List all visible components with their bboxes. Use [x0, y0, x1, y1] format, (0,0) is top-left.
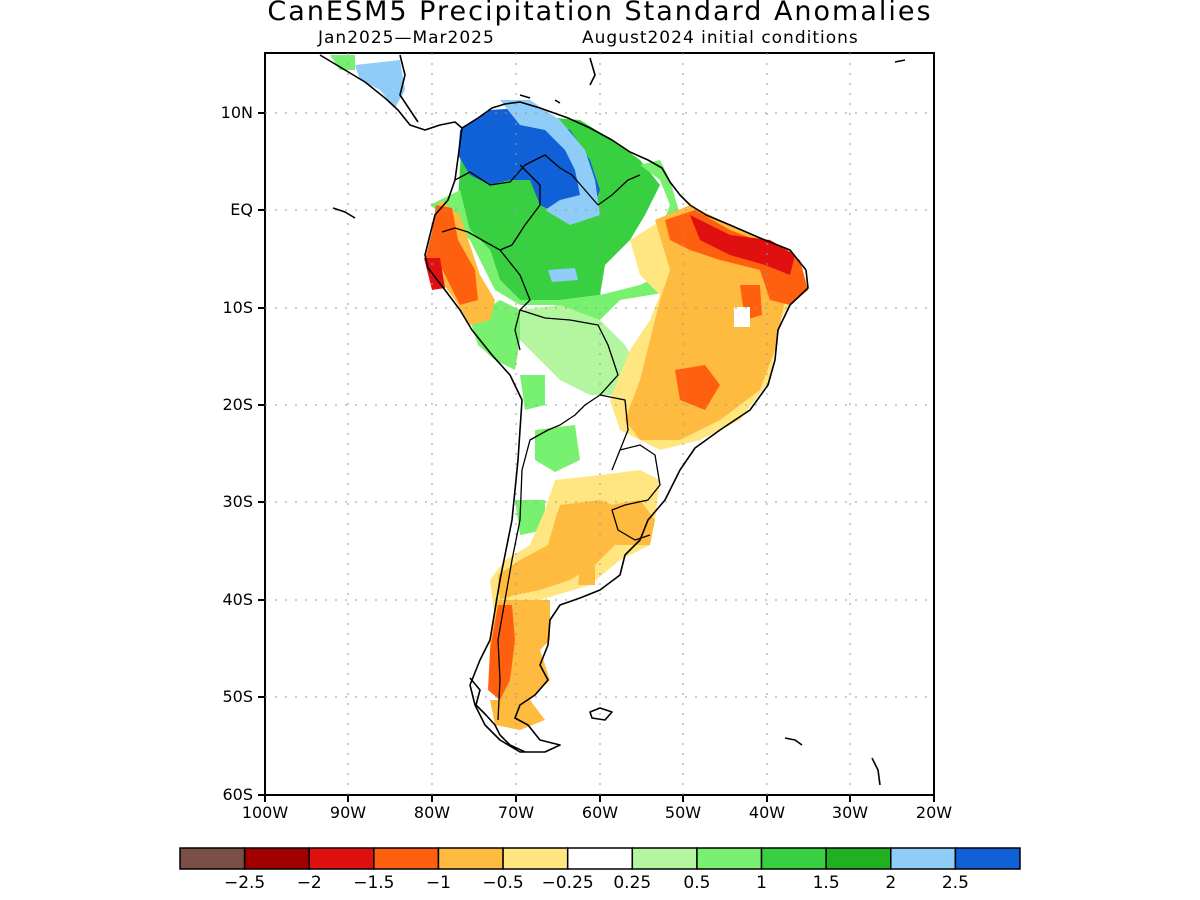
country-borders — [441, 154, 661, 721]
colorbar-swatch-11 — [890, 847, 957, 870]
colorbar-label-11: 2.5 — [941, 873, 969, 893]
lon-label-100w: 100W — [241, 803, 289, 822]
lon-label-20w: 20W — [915, 803, 953, 822]
lon-label-90w: 90W — [329, 803, 367, 822]
colorbar-swatch-4 — [437, 847, 504, 870]
colorbar-label-0: −2.5 — [223, 873, 266, 893]
colorbar-swatch-7 — [631, 847, 698, 870]
sandwich-islands — [871, 757, 881, 786]
grid-lines — [265, 53, 934, 795]
initial-conditions: August2024 initial conditions — [582, 28, 859, 48]
lon-label-60w: 60W — [581, 803, 619, 822]
colorbar-swatch-0 — [179, 847, 246, 870]
falkland-islands — [589, 707, 613, 721]
colorbar-label-3: −1 — [425, 873, 451, 893]
colorbar-swatch-6 — [566, 847, 634, 870]
lon-label-70w: 70W — [497, 803, 535, 822]
colorbar-label-7: 0.5 — [683, 873, 711, 893]
lat-label-30s: 30S — [222, 492, 253, 511]
lat-label-20s: 20S — [222, 395, 253, 414]
colorbar — [179, 847, 1021, 870]
lat-label-60s: 60S — [222, 785, 253, 804]
caribbean-islands — [332, 57, 906, 219]
lon-label-40w: 40W — [748, 803, 786, 822]
colorbar-label-4: −0.5 — [482, 873, 524, 893]
central-america-coast — [319, 54, 463, 131]
coastlines — [319, 54, 906, 786]
lon-label-50w: 50W — [664, 803, 702, 822]
map-title: CanESM5 Precipitation Standard Anomalies — [267, 0, 933, 27]
tierra-del-fuego — [469, 677, 526, 753]
colorbar-label-8: 1 — [756, 873, 767, 893]
colorbar-label-6: 0.25 — [613, 873, 652, 893]
lat-label-50s: 50S — [222, 687, 253, 706]
colorbar-swatch-1 — [243, 847, 310, 870]
south-america-coast — [424, 101, 809, 753]
lon-label-30w: 30W — [831, 803, 869, 822]
lat-label-40s: 40S — [222, 590, 253, 609]
axis-ticks — [258, 112, 935, 802]
colorbar-swatch-10 — [825, 847, 892, 870]
colorbar-swatch-2 — [308, 847, 375, 870]
colorbar-swatch-8 — [696, 847, 763, 870]
colorbar-swatch-9 — [760, 847, 827, 870]
colorbar-swatch-3 — [373, 847, 440, 870]
anomaly-dry-south — [488, 605, 515, 700]
lat-label-10n: 10N — [220, 103, 253, 122]
lon-label-80w: 80W — [413, 803, 451, 822]
colorbar-label-1: −2 — [296, 873, 322, 893]
colorbar-label-9: 1.5 — [812, 873, 840, 893]
forecast-period: Jan2025—Mar2025 — [318, 28, 495, 48]
colorbar-label-5: −0.25 — [541, 873, 594, 893]
colorbar-swatch-12 — [954, 847, 1021, 870]
lat-label-10s: 10S — [222, 298, 253, 317]
lat-label-eq: EQ — [230, 200, 253, 219]
colorbar-label-2: −1.5 — [353, 873, 395, 893]
colorbar-label-10: 2 — [885, 873, 897, 893]
anomaly-field — [330, 55, 808, 730]
colorbar-swatch-5 — [502, 847, 569, 870]
south-georgia — [784, 737, 803, 746]
